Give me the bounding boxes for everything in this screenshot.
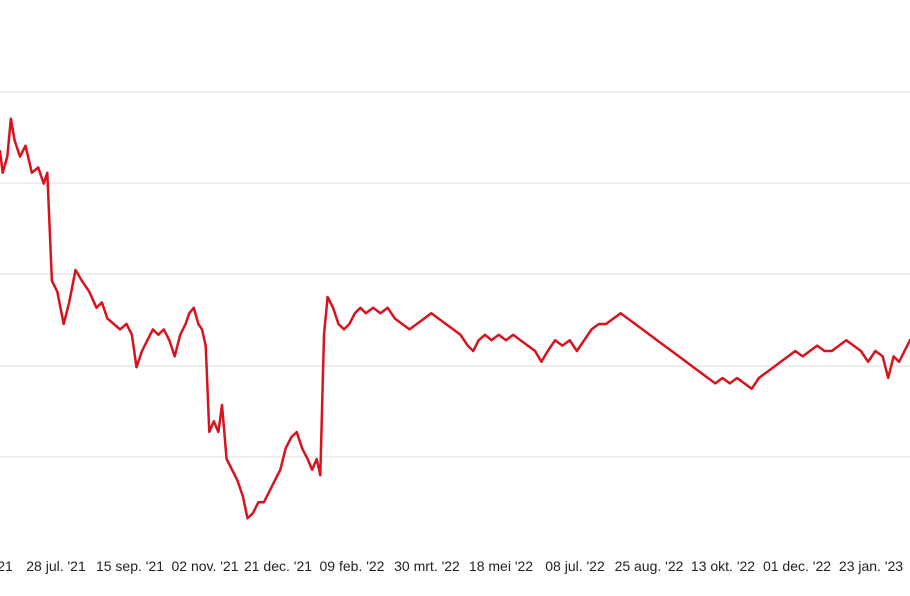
x-axis-tick-labels: 21 28 jul. '21 15 sep. '21 02 nov. '21 21 de…	[0, 558, 903, 574]
grid-lines	[0, 91, 910, 458]
x-tick-label: 15 sep. '21	[96, 558, 164, 574]
x-tick-label: 25 aug. '22	[615, 558, 684, 574]
x-tick-label: 21 dec. '21	[244, 558, 312, 574]
series-line	[0, 117, 910, 520]
x-tick-label: 21	[0, 558, 13, 574]
x-tick-label: 08 jul. '22	[545, 558, 605, 574]
x-tick-label: 18 mei '22	[469, 558, 533, 574]
x-tick-label: 02 nov. '21	[171, 558, 238, 574]
x-tick-label: 30 mrt. '22	[394, 558, 460, 574]
x-tick-label: 01 dec. '22	[763, 558, 831, 574]
x-tick-label: 28 jul. '21	[26, 558, 86, 574]
x-tick-label: 23 jan. '23	[839, 558, 903, 574]
x-tick-label: 13 okt. '22	[691, 558, 755, 574]
series-line-layer	[0, 117, 910, 520]
x-tick-label: 09 feb. '22	[320, 558, 385, 574]
